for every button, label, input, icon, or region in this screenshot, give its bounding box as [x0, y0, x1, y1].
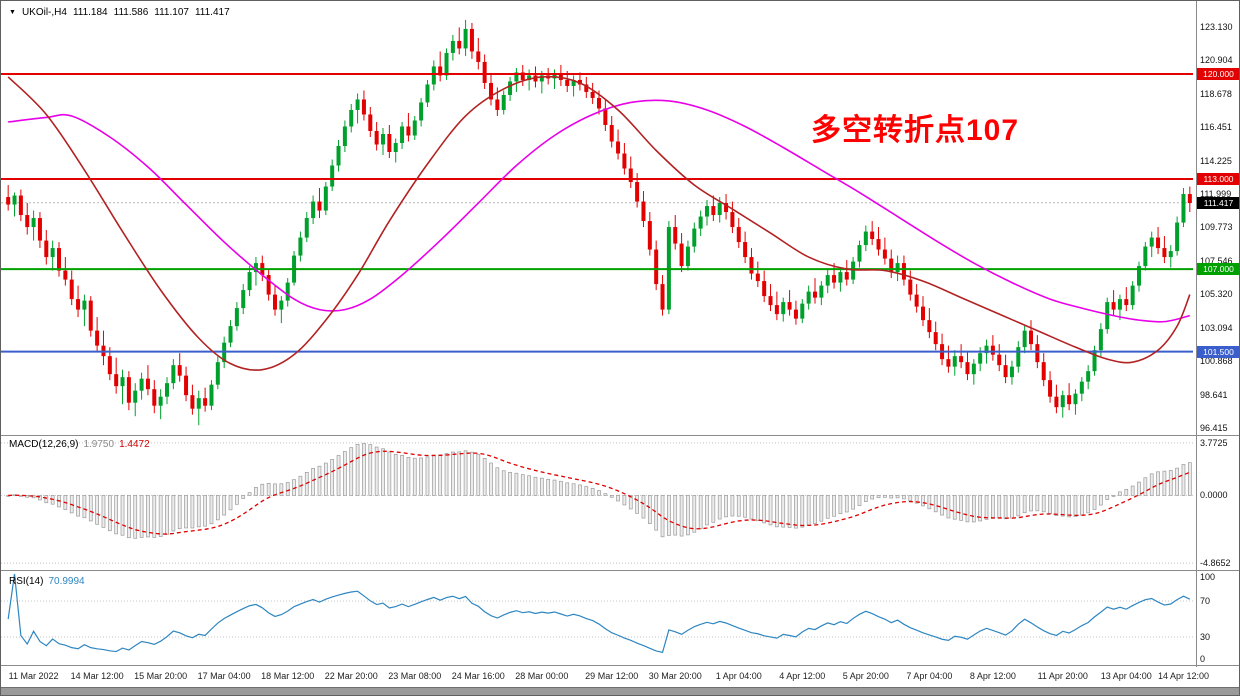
- time-axis-label: 15 Mar 20:00: [134, 671, 188, 681]
- rsi-indicator-label: RSI(14) 70.9994: [9, 576, 85, 587]
- ohlc-readout: ▼ UKOil-,H4 111.184 111.586 111.107 111.417: [9, 7, 236, 18]
- time-axis-label: 30 Mar 20:00: [648, 671, 702, 681]
- symbol-timeframe: UKOil-,H4: [21, 7, 67, 18]
- annotation-text: 多空转折点107: [811, 114, 1020, 147]
- price-tick-label: 100.868: [1200, 356, 1233, 367]
- rsi-line: [7, 573, 1191, 654]
- high-value: 111.586: [113, 7, 149, 18]
- symbol-marker-icon: ▼: [9, 9, 16, 16]
- rsi-tick-label: 100: [1200, 572, 1216, 582]
- macd-signal-line: [8, 450, 1191, 535]
- chart-canvas[interactable]: [1, 1, 1196, 667]
- price-tick-label: 120.904: [1200, 55, 1233, 66]
- price-level-badge: 101.500: [1197, 345, 1239, 358]
- price-level-badge: 113.000: [1197, 173, 1239, 186]
- time-axis-label: 7 Apr 04:00: [906, 671, 953, 681]
- price-tick-label: 123.130: [1200, 21, 1233, 32]
- price-tick-label: 114.225: [1200, 155, 1232, 166]
- time-axis-label: 13 Apr 04:00: [1100, 671, 1152, 681]
- price-tick-label: 118.678: [1200, 88, 1232, 99]
- time-axis-label: 24 Mar 16:00: [451, 671, 505, 681]
- time-axis-label: 8 Apr 12:00: [969, 671, 1016, 681]
- macd-tick-label: 3.7725: [1200, 437, 1228, 448]
- rsi-tick-label: 70: [1200, 596, 1211, 606]
- time-axis-label: 5 Apr 20:00: [842, 671, 889, 681]
- time-axis-label: 23 Mar 08:00: [388, 671, 442, 681]
- panel-separator-timeline: [1, 665, 1239, 666]
- low-value: 111.107: [154, 7, 189, 18]
- price-tick-label: 96.415: [1200, 422, 1228, 433]
- price-tick-label: 107.546: [1200, 255, 1233, 266]
- window-bottom-bar: [1, 687, 1239, 695]
- price-axis[interactable]: 123.130 120.904 118.678 116.451 114.225 111.9…: [1197, 1, 1239, 667]
- panel-separator-macd[interactable]: [1, 435, 1239, 436]
- price-tick-label: 111.999: [1200, 189, 1232, 200]
- bid-price-badge: 111.417: [1197, 196, 1239, 209]
- open-value: 111.184: [72, 7, 108, 18]
- ma-fast-line: [7, 75, 1191, 371]
- macd-name: MACD(12,26,9): [9, 439, 79, 450]
- time-axis-label: 14 Mar 12:00: [70, 671, 124, 681]
- price-tick-label: 109.773: [1200, 222, 1233, 233]
- axis-separator: [1196, 1, 1197, 667]
- rsi-value: 70.9994: [48, 576, 85, 587]
- price-tick-label: 105.320: [1200, 289, 1233, 300]
- macd-tick-label: 0.0000: [1200, 490, 1228, 501]
- macd-tick-label: -4.8652: [1200, 558, 1231, 569]
- panel-separator-rsi[interactable]: [1, 570, 1239, 571]
- time-axis-label: 18 Mar 12:00: [261, 671, 315, 681]
- price-tick-label: 116.451: [1200, 122, 1232, 133]
- rsi-tick-label: 0: [1200, 654, 1206, 664]
- price-level-badge: 107.000: [1197, 263, 1239, 276]
- price-tick-label: 103.094: [1200, 322, 1233, 333]
- price-tick-label: 98.641: [1200, 389, 1228, 400]
- macd-histogram: [6, 443, 1192, 539]
- time-axis-label: 11 Apr 20:00: [1037, 671, 1088, 681]
- time-axis-label: 4 Apr 12:00: [779, 671, 826, 681]
- time-axis-label: 28 Mar 00:00: [515, 671, 569, 681]
- macd-indicator-label: MACD(12,26,9) 1.9750 1.4472: [9, 439, 150, 450]
- close-value: 111.417: [194, 7, 230, 18]
- macd-signal-value: 1.4472: [119, 439, 150, 450]
- rsi-tick-label: 30: [1200, 632, 1211, 642]
- time-axis[interactable]: 11 Mar 2022 14 Mar 12:00 15 Mar 20:00 17 Ma…: [1, 667, 1209, 687]
- time-axis-label: 11 Mar 2022: [8, 671, 59, 681]
- candles: [6, 19, 1192, 426]
- time-axis-label: 22 Mar 20:00: [324, 671, 378, 681]
- time-axis-label: 29 Mar 12:00: [585, 671, 639, 681]
- time-axis-label: 1 Apr 04:00: [715, 671, 762, 681]
- time-axis-label: 17 Mar 04:00: [197, 671, 251, 681]
- rsi-name: RSI(14): [9, 576, 44, 587]
- price-level-badge: 120.000: [1197, 67, 1239, 80]
- ma-slow-line: [8, 99, 1191, 323]
- time-axis-label: 14 Apr 12:00: [1157, 671, 1209, 681]
- macd-main-value: 1.9750: [83, 439, 115, 450]
